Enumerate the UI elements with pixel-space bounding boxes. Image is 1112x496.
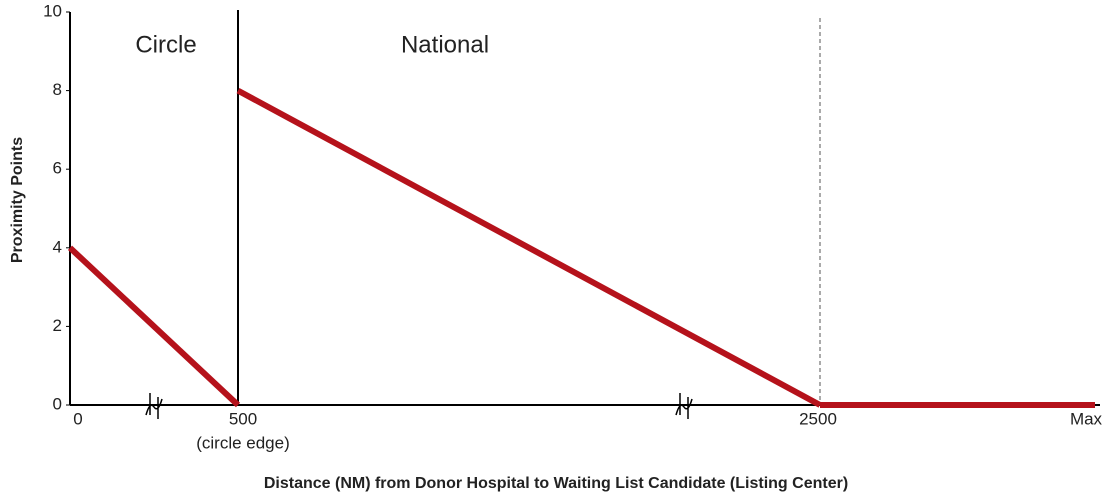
y-tick-label: 8 <box>53 80 62 99</box>
y-tick-label: 4 <box>53 237 62 256</box>
x-tick-label: 500 <box>229 409 257 428</box>
x-tick-label: Max <box>1070 409 1103 428</box>
region-label: National <box>401 31 489 58</box>
line <box>236 87 822 408</box>
x-axis-title: Distance (NM) from Donor Hospital to Wai… <box>264 475 848 492</box>
y-axis-title: Proximity Points <box>9 137 26 263</box>
x-tick-label: 0 <box>73 409 82 428</box>
region-label: Circle <box>135 31 196 58</box>
axis-break <box>145 393 163 419</box>
x-tick-label: 2500 <box>799 409 837 428</box>
x-note: (circle edge) <box>196 433 290 452</box>
y-tick-label: 0 <box>53 394 62 413</box>
y-tick-label: 2 <box>53 316 62 335</box>
line <box>67 245 241 408</box>
y-tick-label: 10 <box>43 1 62 20</box>
y-tick-label: 6 <box>53 159 62 178</box>
axis-break <box>675 393 693 419</box>
